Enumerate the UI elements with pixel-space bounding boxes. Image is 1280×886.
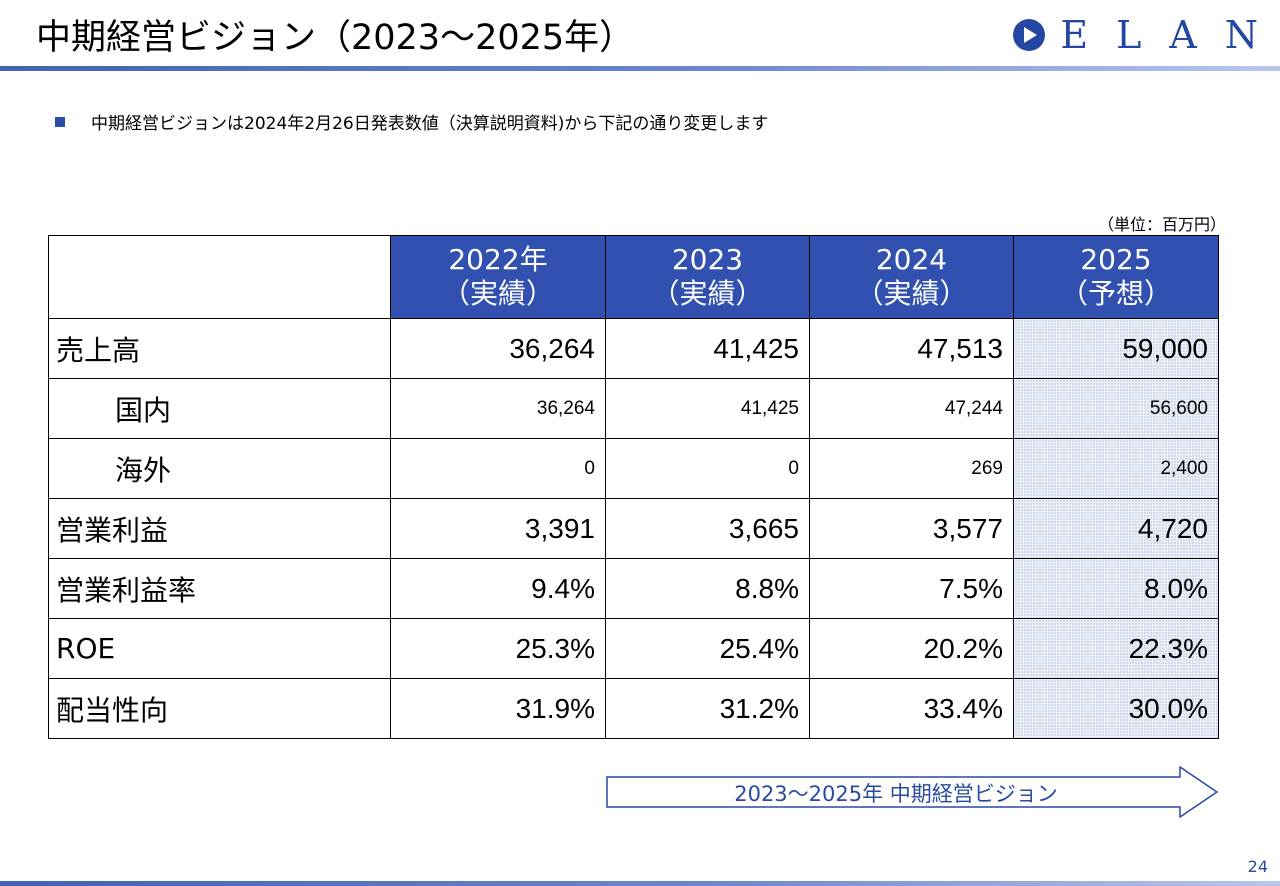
- table-cell: 41,425: [605, 318, 810, 379]
- table-row: 売上高 36,264 41,425 47,513 59,000: [48, 318, 1219, 379]
- table-cell: 22.3%: [1013, 618, 1219, 679]
- table-cell: 2,400: [1013, 438, 1219, 499]
- table-cell: 9.4%: [390, 558, 606, 619]
- logo-text: ELAN: [1060, 13, 1280, 57]
- table-cell: 8.8%: [605, 558, 810, 619]
- company-logo: ELAN: [1012, 13, 1258, 57]
- row-label: 国内: [48, 378, 391, 439]
- header-corner-cell: [48, 235, 391, 319]
- table-row: 営業利益率 9.4% 8.8% 7.5% 8.0%: [48, 558, 1219, 619]
- right-arrow-icon: [606, 765, 1219, 819]
- intro-text: 中期経営ビジョンは2024年2月26日発表数値（決算説明資料)から下記の通り変更…: [91, 114, 769, 134]
- table-cell: 41,425: [605, 378, 810, 439]
- title-divider: [0, 66, 1280, 71]
- table-cell: 33.4%: [809, 678, 1014, 739]
- footer-divider: [0, 881, 1280, 886]
- table-row: 海外 0 0 269 2,400: [48, 438, 1219, 499]
- table-row: 配当性向 31.9% 31.2% 33.4% 30.0%: [48, 678, 1219, 739]
- arrow-label: 2023～2025年 中期経営ビジョン: [734, 782, 1058, 806]
- table-cell: 25.4%: [605, 618, 810, 679]
- header-cell: 2023 （実績）: [605, 235, 810, 319]
- header-cell: 2024 （実績）: [809, 235, 1014, 319]
- table-row: 国内 36,264 41,425 47,244 56,600: [48, 378, 1219, 439]
- table-cell: 3,391: [390, 498, 606, 559]
- table-cell: 30.0%: [1013, 678, 1219, 739]
- intro-bullet: 中期経営ビジョンは2024年2月26日発表数値（決算説明資料)から下記の通り変更…: [55, 109, 768, 134]
- table-cell: 0: [390, 438, 606, 499]
- row-label: 海外: [48, 438, 391, 499]
- table-cell: 31.9%: [390, 678, 606, 739]
- table-cell: 4,720: [1013, 498, 1219, 559]
- row-label: ROE: [48, 618, 391, 679]
- table-cell: 59,000: [1013, 318, 1219, 379]
- table-header-row: 2022年 （実績） 2023 （実績） 2024 （実績） 2025 （予想）: [48, 235, 1219, 319]
- table-cell: 36,264: [390, 378, 606, 439]
- row-label: 配当性向: [48, 678, 391, 739]
- vision-period-arrow: 2023～2025年 中期経営ビジョン: [606, 765, 1220, 819]
- table-cell: 269: [809, 438, 1014, 499]
- table-cell: 8.0%: [1013, 558, 1219, 619]
- table-cell: 3,665: [605, 498, 810, 559]
- table-cell: 0: [605, 438, 810, 499]
- table-row: 営業利益 3,391 3,665 3,577 4,720: [48, 498, 1219, 559]
- unit-note: （単位：百万円）: [1097, 215, 1226, 234]
- row-label: 営業利益: [48, 498, 391, 559]
- page-title: 中期経営ビジョン（2023～2025年）: [36, 18, 635, 58]
- vision-table: 2022年 （実績） 2023 （実績） 2024 （実績） 2025 （予想） 売上高…: [48, 235, 1219, 739]
- table-cell: 47,513: [809, 318, 1014, 379]
- table-cell: 25.3%: [390, 618, 606, 679]
- row-label: 営業利益率: [48, 558, 391, 619]
- play-circle-logo-icon: [1013, 19, 1046, 51]
- row-label: 売上高: [48, 318, 391, 379]
- table-cell: 56,600: [1013, 378, 1219, 439]
- table-cell: 3,577: [809, 498, 1014, 559]
- table-cell: 31.2%: [605, 678, 810, 739]
- table-cell: 47,244: [809, 378, 1014, 439]
- square-bullet-icon: [55, 116, 65, 127]
- page-number: 24: [1247, 857, 1268, 876]
- table-cell: 20.2%: [809, 618, 1014, 679]
- table-row: ROE 25.3% 25.4% 20.2% 22.3%: [48, 618, 1219, 679]
- header-cell: 2022年 （実績）: [390, 235, 606, 319]
- header-cell: 2025 （予想）: [1013, 235, 1219, 319]
- table-cell: 7.5%: [809, 558, 1014, 619]
- table-cell: 36,264: [390, 318, 606, 379]
